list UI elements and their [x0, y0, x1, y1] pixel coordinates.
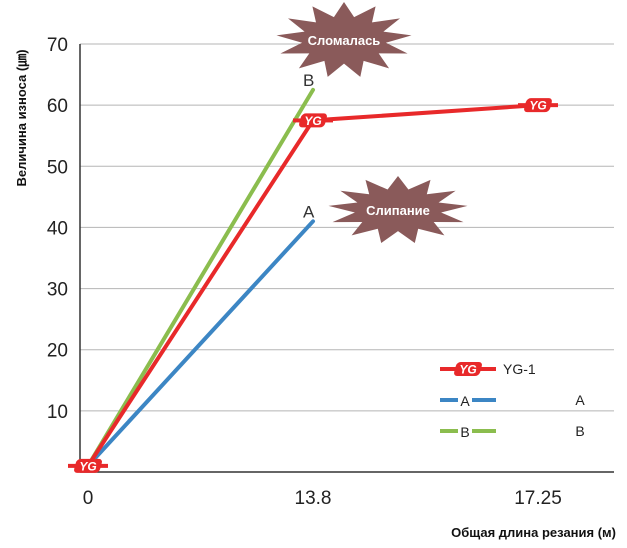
- y-tick-label: 10: [47, 402, 68, 423]
- legend-label: A: [575, 392, 585, 408]
- data-point-YG-1: YG: [68, 458, 108, 473]
- logo-text: YG: [459, 363, 476, 377]
- y-tick-labels: 10 20 30 40 50 60 70: [47, 35, 68, 423]
- series-end-label: A: [303, 202, 315, 221]
- logo-badge: [74, 458, 102, 473]
- logo-badge: [454, 362, 482, 376]
- logo-text: YG: [304, 114, 321, 128]
- y-tick-label: 50: [47, 157, 68, 178]
- logo-badge: [299, 113, 327, 128]
- x-axis-title: Общая длина резания (м): [451, 525, 616, 540]
- y-tick-label: 20: [47, 341, 68, 362]
- series-lines: YG YG YG: [68, 87, 558, 473]
- y-tick-label: 30: [47, 280, 68, 301]
- burst-label: Слипание: [366, 203, 430, 218]
- burst-shape: [328, 176, 468, 243]
- legend-label: YG-1: [503, 361, 536, 377]
- grid-lines: [80, 43, 614, 412]
- y-tick-label: 70: [47, 35, 68, 56]
- annotation-burst: Сломалась: [276, 2, 412, 77]
- annotation-burst: Слипание: [328, 176, 468, 243]
- logo-badge: [524, 98, 552, 113]
- burst-shape: [276, 2, 412, 77]
- legend-label: B: [575, 423, 584, 439]
- legend: YG YG-1A AB B: [440, 361, 585, 440]
- y-tick-label: 40: [47, 218, 68, 239]
- data-point-YG-1: YG: [518, 98, 558, 113]
- legend-item: YG YG-1: [440, 361, 536, 377]
- x-tick-label: 0: [83, 488, 94, 509]
- burst-label: Сломалась: [308, 33, 381, 48]
- y-tick-label: 60: [47, 96, 68, 117]
- x-tick-label: 13.8: [295, 488, 332, 509]
- y-axis-title: Величина износа (㎛): [14, 49, 30, 186]
- series-end-labels: AB: [303, 71, 315, 221]
- annotation-bursts: Сломалась Слипание: [276, 2, 468, 243]
- series-line-A: [86, 219, 315, 468]
- x-tick-label: 17.25: [514, 488, 562, 509]
- series-line-YG-1: [86, 103, 540, 468]
- series-end-label: B: [303, 71, 314, 90]
- legend-marker-label: A: [460, 393, 470, 409]
- x-tick-labels: 0 13.8 17.25: [83, 488, 562, 509]
- logo-text: YG: [529, 99, 546, 113]
- logo-text: YG: [79, 459, 96, 473]
- series-line-B: [86, 87, 315, 468]
- legend-logo: YG: [448, 362, 488, 377]
- legend-marker-label: B: [460, 424, 469, 440]
- data-point-YG-1: YG: [293, 113, 333, 128]
